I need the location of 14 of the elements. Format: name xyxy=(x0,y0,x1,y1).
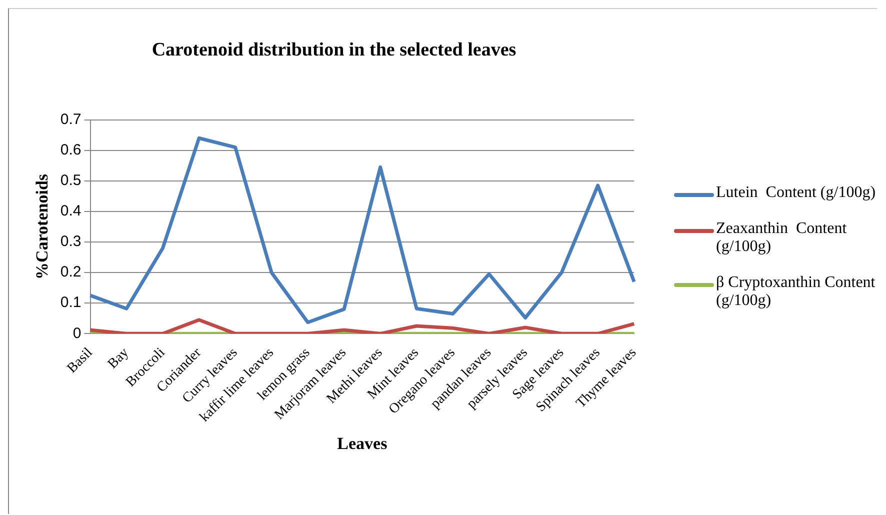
y-axis-title: %Carotenoids xyxy=(32,174,52,280)
y-tick-label: 0 xyxy=(72,324,82,342)
chart-title: Carotenoid distribution in the selected leaves xyxy=(152,39,516,60)
y-tick-label: 0.7 xyxy=(60,110,82,128)
legend-label: Lutein Content (g/100g) xyxy=(716,184,876,202)
legend-label: β Cryptoxanthin Content (g/100g) xyxy=(716,274,876,310)
y-tick-label: 0.5 xyxy=(60,172,82,190)
legend-label: Zeaxanthin Content (g/100g) xyxy=(716,220,848,256)
x-axis-title: Leaves xyxy=(337,434,388,454)
y-tick-label: 0.1 xyxy=(60,294,82,312)
y-tick-label: 0.2 xyxy=(60,264,82,281)
y-tick-label: 0.3 xyxy=(60,233,82,250)
y-tick-label: 0.4 xyxy=(60,202,82,220)
y-tick-label: 0.6 xyxy=(60,141,82,158)
